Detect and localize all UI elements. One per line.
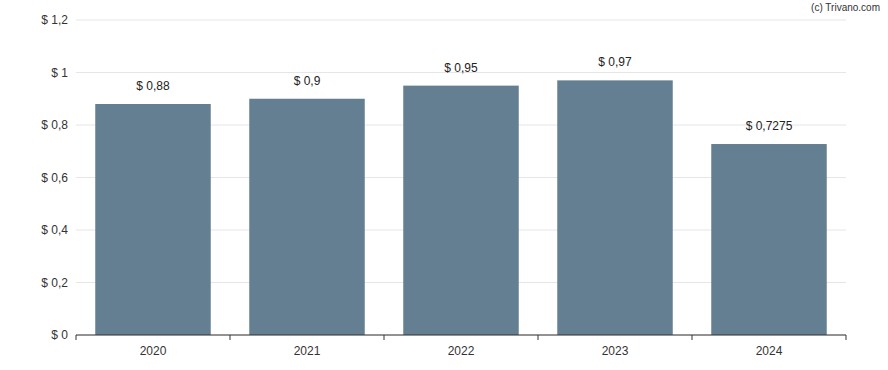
x-tick-label: 2020: [140, 344, 167, 358]
bars: [95, 80, 827, 335]
x-tick-label: 2022: [448, 344, 475, 358]
x-tick-label: 2023: [602, 344, 629, 358]
x-tick: [692, 335, 693, 340]
data-label: $ 0,88: [136, 79, 170, 93]
y-tick-label: $ 1: [51, 66, 68, 80]
x-tick: [230, 335, 231, 340]
y-tick-label: $ 0,4: [41, 223, 68, 237]
data-label: $ 0,95: [444, 61, 478, 75]
grid-line: [76, 335, 846, 336]
bar: [403, 86, 519, 335]
data-label: $ 0,9: [294, 74, 321, 88]
y-tick-label: $ 0,8: [41, 118, 68, 132]
x-axis-line: [76, 335, 846, 336]
data-label: $ 0,7275: [746, 119, 793, 133]
bar: [249, 99, 365, 335]
data-label: $ 0,97: [598, 55, 632, 69]
x-tick-label: 2024: [756, 344, 783, 358]
credit: (c) Trivano.com: [811, 2, 880, 13]
bar: [557, 80, 673, 335]
x-tick: [76, 335, 77, 340]
chart-svg: $ 0 $ 0,2 $ 0,4 $ 0,6 $ 0,8 $ 1 $ 1,2 $ 0,88 $ 0…: [0, 0, 888, 370]
chart-container: $ 0 $ 0,2 $ 0,4 $ 0,6 $ 0,8 $ 1 $ 1,2 $ 0,88 $ 0…: [0, 0, 888, 370]
y-tick-label: $ 0: [51, 328, 68, 342]
x-tick: [538, 335, 539, 340]
x-tick: [384, 335, 385, 340]
x-tick-label: 2021: [294, 344, 321, 358]
grid-line: [76, 20, 846, 21]
y-tick-label: $ 0,6: [41, 171, 68, 185]
y-tick-label: $ 0,2: [41, 276, 68, 290]
bar: [711, 144, 827, 335]
x-tick: [846, 335, 847, 340]
y-tick-label: $ 1,2: [41, 13, 68, 27]
bar: [95, 104, 211, 335]
